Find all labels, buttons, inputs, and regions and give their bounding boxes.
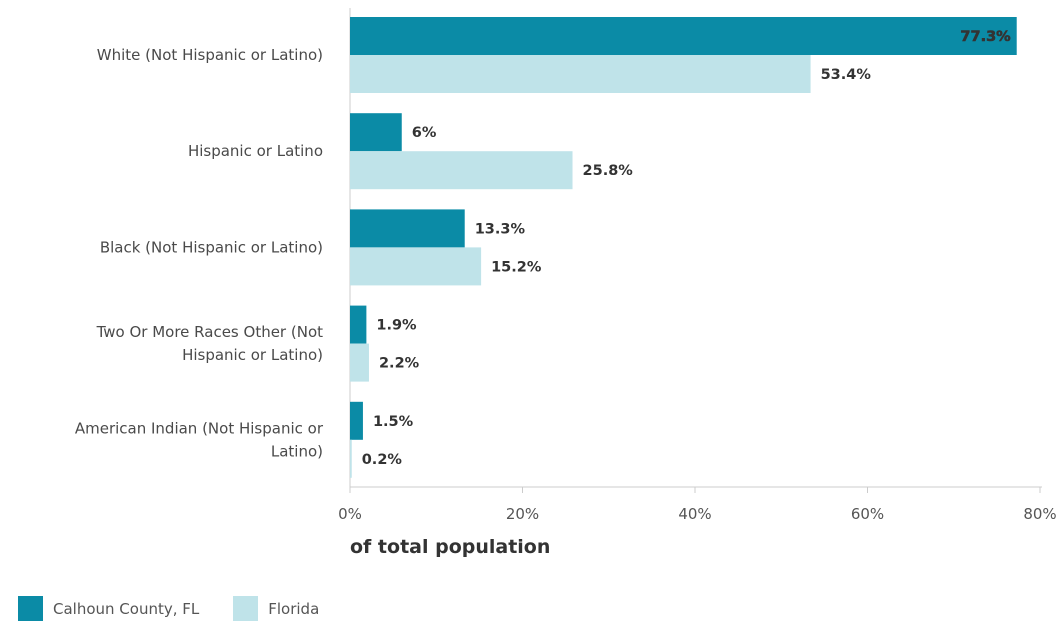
bar-calhoun[interactable]: [350, 17, 1017, 55]
chart-legend: Calhoun County, FL Florida: [18, 596, 353, 621]
bar-florida[interactable]: [350, 247, 482, 286]
category-label: Two Or More Races Other (Not: [96, 323, 324, 341]
bar-value-label: 15.2%: [491, 259, 542, 275]
bar-value-label: 77.3%: [960, 29, 1011, 45]
bar-florida[interactable]: [350, 55, 811, 93]
bar-florida[interactable]: [350, 439, 352, 478]
bar-value-label: 6%: [412, 125, 437, 141]
bar-calhoun[interactable]: [350, 209, 465, 248]
legend-label-calhoun: Calhoun County, FL: [53, 599, 200, 618]
legend-swatch-calhoun: [18, 596, 43, 621]
legend-swatch-florida: [233, 596, 259, 621]
bar-value-label: 1.5%: [373, 414, 414, 430]
bar-value-label: 1.9%: [376, 318, 417, 334]
bar-calhoun[interactable]: [350, 113, 402, 152]
legend-item-calhoun[interactable]: Calhoun County, FL: [18, 596, 199, 621]
x-tick-label: 40%: [678, 505, 711, 523]
bar-value-label: 13.3%: [475, 221, 526, 237]
bar-value-label: 0.2%: [362, 452, 403, 468]
bar-florida[interactable]: [350, 151, 573, 190]
category-label: Latino): [271, 442, 323, 460]
bar-calhoun[interactable]: [350, 401, 363, 440]
bar-value-label: 25.8%: [583, 163, 634, 179]
category-label: Hispanic or Latino: [188, 142, 323, 160]
x-tick-label: 0%: [338, 505, 362, 523]
category-label: Black (Not Hispanic or Latino): [100, 238, 323, 256]
legend-item-florida[interactable]: Florida: [233, 596, 319, 621]
legend-label-florida: Florida: [268, 599, 320, 618]
bar-value-label: 53.4%: [821, 67, 872, 83]
bar-value-label: 2.2%: [379, 356, 420, 372]
category-label: White (Not Hispanic or Latino): [97, 46, 323, 64]
category-label: Hispanic or Latino): [182, 346, 323, 364]
race-ethnicity-bar-chart: 0% 20% 40% 60% 80% of total population White (…: [75, 8, 1057, 558]
category-label: American Indian (Not Hispanic or: [75, 419, 324, 437]
bar-florida[interactable]: [350, 343, 369, 382]
bar-calhoun[interactable]: [350, 305, 367, 344]
x-tick-label: 60%: [851, 505, 884, 523]
x-tick-label: 20%: [506, 505, 539, 523]
x-tick-label: 80%: [1023, 505, 1056, 523]
x-axis-title: of total population: [350, 536, 550, 558]
